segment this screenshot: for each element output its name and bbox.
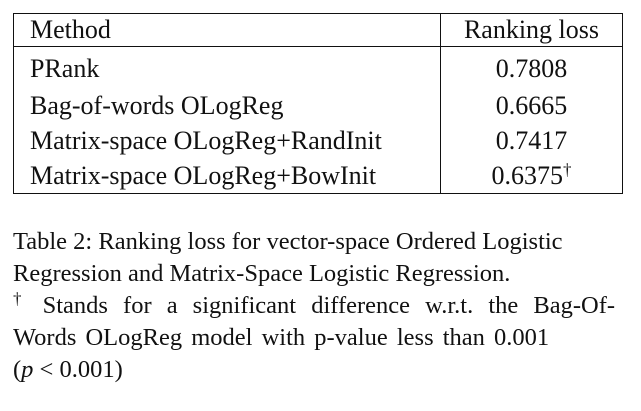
loss-value: 0.6375 [491,160,564,190]
caption-text: Table 2: Ranking loss for vector-space O… [13,228,563,287]
header-ranking-loss: Ranking loss [440,13,623,47]
caption-math: (p < 0.001) [13,354,615,386]
results-table: Method Ranking loss PRank 0.7808 Bag-of-… [13,13,623,194]
math-variable: p [21,356,34,383]
caption-footnote: † Stands for a significant difference w.… [13,290,615,354]
header-method: Method [13,13,441,47]
table-row: Bag-of-words OLogReg 0.6665 [13,88,623,123]
math-rest: < 0.001) [33,356,123,383]
loss-value: 0.7808 [495,54,568,83]
table-row: Matrix-space OLogReg+RandInit 0.7417 [13,123,623,158]
loss-value: 0.6665 [495,90,568,120]
loss-value: 0.7417 [495,125,568,155]
table-row: PRank 0.7808 [13,46,623,89]
footnote-text: Stands for a significant difference w.r.… [13,292,616,351]
math-open: ( [13,356,22,383]
loss-cell: 0.7417 [441,123,623,158]
loss-cell: 0.6375† [441,158,623,194]
method-cell: Bag-of-words OLogReg [13,88,441,123]
method-cell: Matrix-space OLogReg+BowInit [13,158,441,194]
loss-cell: 0.7808 [441,47,623,89]
table-header-row: Method Ranking loss [13,13,623,47]
method-cell: Matrix-space OLogReg+RandInit [13,123,441,158]
method-cell: PRank [13,46,441,88]
loss-cell: 0.6665 [441,88,623,123]
significance-mark: † [563,159,572,179]
table-caption: Table 2: Ranking loss for vector-space O… [13,226,615,386]
table-row: Matrix-space OLogReg+BowInit 0.6375† [13,158,623,194]
footnote-mark: † [13,289,28,308]
